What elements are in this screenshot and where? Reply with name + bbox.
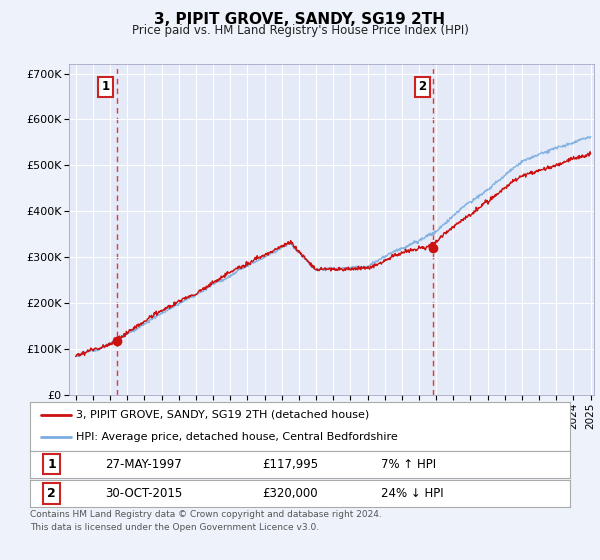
Text: 1: 1 xyxy=(102,81,110,94)
Text: 7% ↑ HPI: 7% ↑ HPI xyxy=(381,458,436,471)
Text: £320,000: £320,000 xyxy=(262,487,318,500)
Text: £117,995: £117,995 xyxy=(262,458,319,471)
Text: 27-MAY-1997: 27-MAY-1997 xyxy=(106,458,182,471)
Text: 24% ↓ HPI: 24% ↓ HPI xyxy=(381,487,443,500)
Text: 2: 2 xyxy=(47,487,56,500)
Text: Price paid vs. HM Land Registry's House Price Index (HPI): Price paid vs. HM Land Registry's House … xyxy=(131,24,469,37)
Text: HPI: Average price, detached house, Central Bedfordshire: HPI: Average price, detached house, Cent… xyxy=(76,432,398,442)
Text: 2: 2 xyxy=(418,81,427,94)
Text: 1: 1 xyxy=(47,458,56,471)
Text: Contains HM Land Registry data © Crown copyright and database right 2024.
This d: Contains HM Land Registry data © Crown c… xyxy=(30,510,382,532)
Text: 3, PIPIT GROVE, SANDY, SG19 2TH: 3, PIPIT GROVE, SANDY, SG19 2TH xyxy=(155,12,445,27)
Text: 30-OCT-2015: 30-OCT-2015 xyxy=(106,487,183,500)
Text: 3, PIPIT GROVE, SANDY, SG19 2TH (detached house): 3, PIPIT GROVE, SANDY, SG19 2TH (detache… xyxy=(76,410,369,420)
